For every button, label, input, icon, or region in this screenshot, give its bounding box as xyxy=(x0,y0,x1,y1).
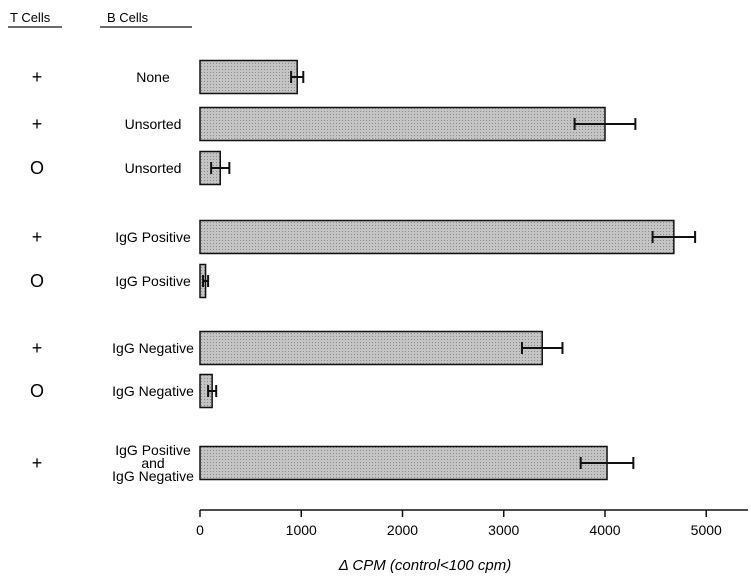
bar-row: O Unsorted xyxy=(30,150,231,186)
b-cell-label: Unsorted xyxy=(125,116,182,132)
x-tick-label: 2000 xyxy=(387,522,418,538)
b-cell-label: Unsorted xyxy=(125,160,182,176)
bar xyxy=(199,445,608,481)
t-cell-marker: O xyxy=(30,158,44,178)
bar-row: O IgG Negative xyxy=(30,373,218,409)
t-cell-marker: + xyxy=(32,114,43,134)
bar-row: + IgG Positive xyxy=(32,219,697,255)
bar xyxy=(199,106,606,142)
b-cell-label: and xyxy=(141,455,164,471)
bar-row: + None xyxy=(32,59,305,95)
t-cell-marker: O xyxy=(30,381,44,401)
bar-row: + IgG Negative xyxy=(32,330,564,366)
b-cell-label: None xyxy=(136,69,170,85)
x-tick-label: 0 xyxy=(196,522,204,538)
b-cell-label: IgG Positive xyxy=(115,229,191,245)
b-cells-header: B Cells xyxy=(107,10,149,25)
bar xyxy=(199,59,298,95)
x-tick-label: 3000 xyxy=(488,522,519,538)
bar-row: + Unsorted xyxy=(32,106,637,142)
bar-row: O IgG Positive xyxy=(30,263,210,299)
t-cell-marker: + xyxy=(32,227,43,247)
x-axis-title: Δ CPM (control<100 cpm) xyxy=(338,557,511,574)
t-cells-header: T Cells xyxy=(10,10,51,25)
t-cell-marker: + xyxy=(32,67,43,87)
column-headers: T Cells B Cells xyxy=(8,10,192,28)
x-tick-label: 1000 xyxy=(286,522,317,538)
b-cell-label: IgG Positive xyxy=(115,273,191,289)
t-cell-marker: + xyxy=(32,338,43,358)
b-cell-label: IgG Positive xyxy=(115,442,191,458)
x-tick-label: 5000 xyxy=(691,522,722,538)
b-cell-label: IgG Negative xyxy=(112,340,194,356)
b-cell-label: IgG Negative xyxy=(112,468,194,484)
x-tick-label: 4000 xyxy=(589,522,620,538)
bar xyxy=(199,219,675,255)
b-cell-label: IgG Negative xyxy=(112,383,194,399)
x-axis: 0 1000 2000 3000 4000 5000 xyxy=(196,509,748,538)
t-cell-marker: + xyxy=(32,453,43,473)
rows-layer: + None + Unsorted O Unsorted + IgG Positive O IgG… xyxy=(30,59,697,484)
bar xyxy=(199,330,543,366)
t-cell-marker: O xyxy=(30,271,44,291)
